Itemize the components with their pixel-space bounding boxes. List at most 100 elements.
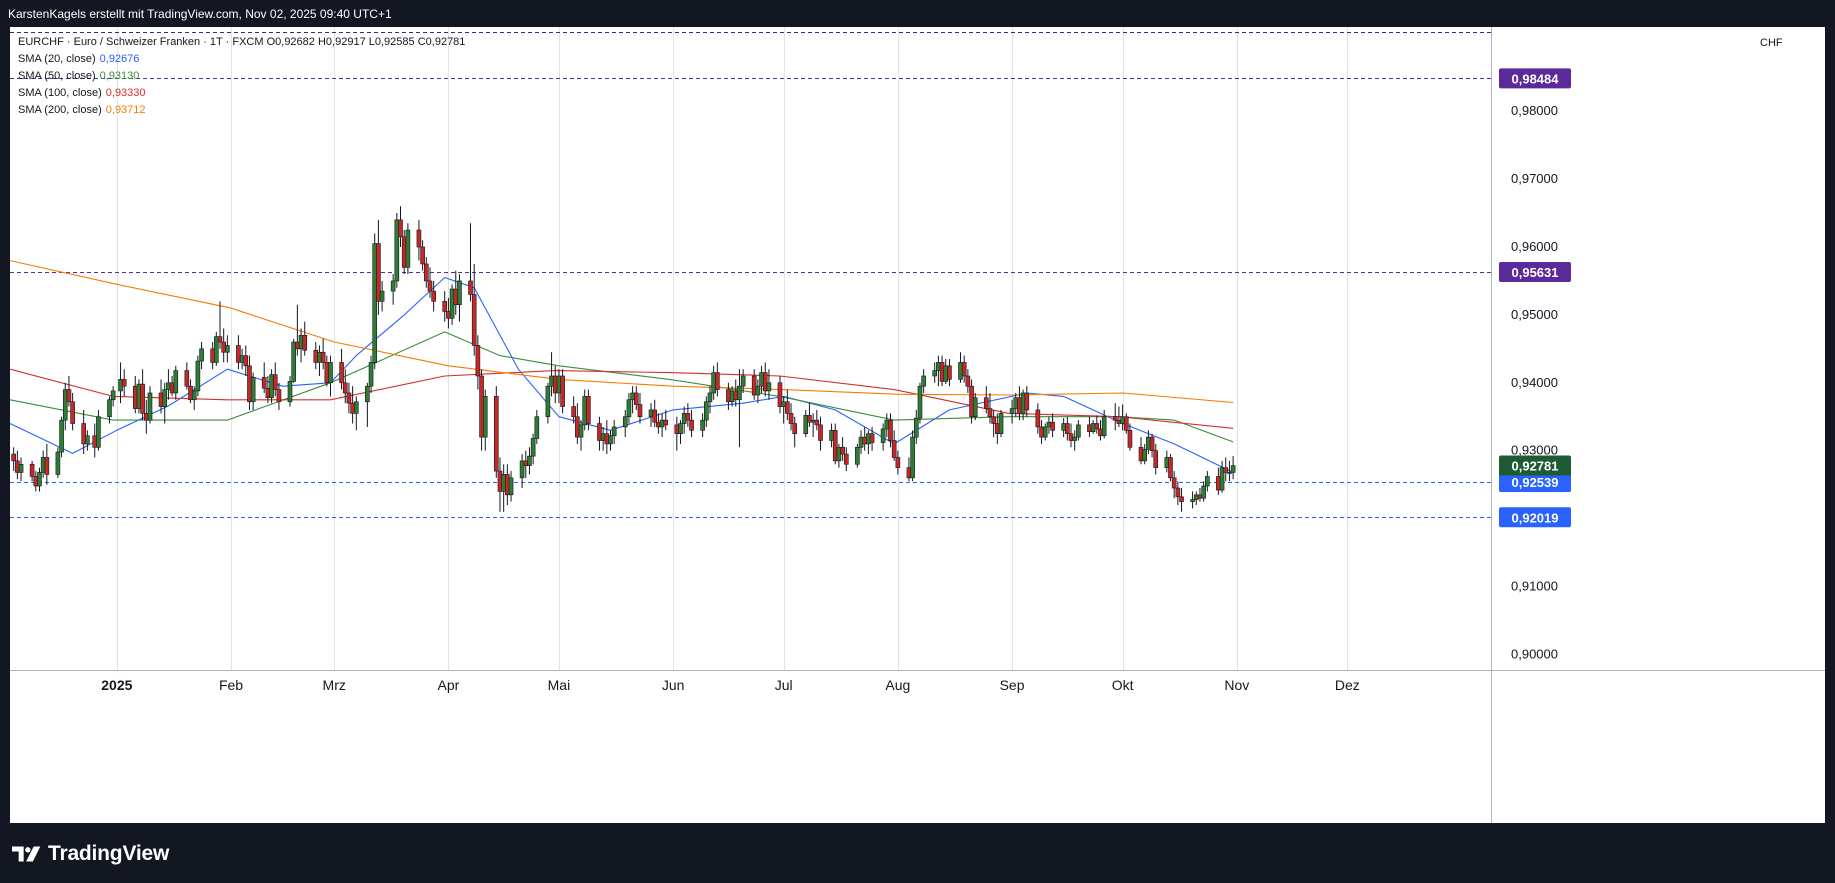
candle-body: [420, 246, 425, 265]
candle-body: [678, 423, 683, 435]
candle: [803, 409, 809, 438]
candle-body: [272, 374, 278, 390]
candle: [217, 301, 223, 349]
candle-body: [545, 385, 551, 418]
candle: [637, 392, 643, 424]
candle: [140, 369, 145, 421]
candle: [302, 321, 308, 356]
candle-body: [843, 453, 849, 465]
candle-body: [81, 423, 86, 445]
price-badge: 0,92019: [1499, 507, 1571, 528]
candle-body: [840, 446, 845, 455]
candle: [147, 386, 153, 424]
candle: [788, 403, 794, 431]
candle: [1230, 456, 1236, 480]
candle: [173, 365, 179, 400]
x-tick-label: 2025: [101, 677, 132, 693]
indicator-sma-100[interactable]: SMA (100, close) 0,93330: [18, 85, 465, 102]
candle: [70, 392, 75, 431]
candle: [987, 392, 993, 424]
candle: [972, 392, 978, 421]
x-tick-label: Mai: [548, 677, 571, 693]
symbol-line: EURCHF · Euro / Schweizer Franken · 1T ·…: [18, 36, 264, 48]
candle: [1205, 471, 1210, 492]
tradingview-brand[interactable]: TradingView: [12, 842, 169, 866]
candle-body: [1142, 449, 1147, 462]
chart-area[interactable]: 0,90000 0,91000 0,93000 0,94000 0,95000 0,960…: [10, 27, 1825, 823]
candle: [457, 274, 462, 322]
candle: [891, 430, 897, 461]
candle-body: [342, 382, 348, 394]
candle: [96, 409, 101, 451]
candle-body: [637, 404, 643, 418]
candle-body: [519, 460, 525, 479]
candle: [66, 375, 72, 407]
candle: [530, 433, 536, 465]
candle: [910, 430, 915, 482]
candle-body: [755, 385, 761, 396]
candle: [843, 447, 849, 472]
x-tick-label: Nov: [1224, 677, 1249, 693]
price-badge-bg: [1499, 455, 1571, 476]
candle-body: [832, 430, 838, 462]
candle: [1171, 471, 1177, 499]
x-tick-label: Aug: [885, 677, 910, 693]
candle-body: [1205, 476, 1210, 487]
candle-body: [173, 370, 179, 394]
candle: [85, 430, 90, 451]
candle-body: [1024, 392, 1030, 411]
candle-body: [302, 334, 308, 351]
candle-body: [961, 362, 967, 377]
ma-line: [10, 276, 1234, 473]
candle: [1123, 413, 1129, 434]
candle-body: [147, 392, 153, 421]
indicator-sma-200[interactable]: SMA (200, close) 0,93712: [18, 102, 465, 119]
candle: [1201, 481, 1206, 502]
candle: [431, 280, 436, 312]
candle-body: [287, 381, 293, 403]
candle-body: [85, 435, 90, 445]
candle-body: [365, 385, 370, 403]
candle-body: [888, 419, 893, 441]
candle-body: [107, 399, 112, 418]
candle-body: [471, 294, 477, 346]
candle-body: [368, 362, 374, 387]
candle-body: [1094, 423, 1100, 430]
candle: [917, 382, 923, 424]
candle-body: [29, 463, 35, 477]
candle: [1009, 399, 1015, 424]
indicator-label: SMA (100, close): [18, 87, 102, 99]
candle: [405, 223, 411, 275]
candle: [468, 223, 473, 302]
x-tick-label: Dez: [1335, 677, 1360, 693]
candle-body: [394, 219, 400, 282]
candle: [1065, 416, 1070, 441]
candle: [991, 409, 996, 438]
candle: [685, 403, 691, 427]
candle: [1076, 420, 1081, 441]
candle-body: [652, 409, 658, 423]
candle-body: [1223, 467, 1229, 473]
price-chart[interactable]: 0,90000 0,91000 0,93000 0,94000 0,95000 0,960…: [10, 27, 1825, 823]
currency-label[interactable]: CHF: [1760, 37, 1783, 49]
candle: [59, 416, 64, 458]
candle-body: [527, 455, 532, 466]
candle-body: [320, 351, 326, 363]
candle-body: [762, 372, 768, 392]
candle-body: [1201, 485, 1206, 499]
y-tick-label: 0,95000: [1511, 307, 1558, 322]
x-tick-label: Jun: [662, 677, 685, 693]
candle: [689, 409, 694, 438]
candle-body: [1065, 423, 1070, 435]
candle: [961, 355, 967, 383]
candle-body: [1123, 416, 1129, 431]
indicator-label: SMA (20, close): [18, 53, 96, 65]
y-tick-label: 0,98000: [1511, 103, 1558, 118]
candle: [921, 369, 926, 393]
candle: [1153, 443, 1159, 475]
indicator-sma-20[interactable]: SMA (20, close) 0,92676: [18, 51, 465, 68]
candle: [652, 399, 658, 427]
candle-body: [785, 401, 790, 414]
indicator-sma-50[interactable]: SMA (50, close) 0,93130: [18, 68, 465, 85]
brand-name: TradingView: [48, 842, 170, 865]
